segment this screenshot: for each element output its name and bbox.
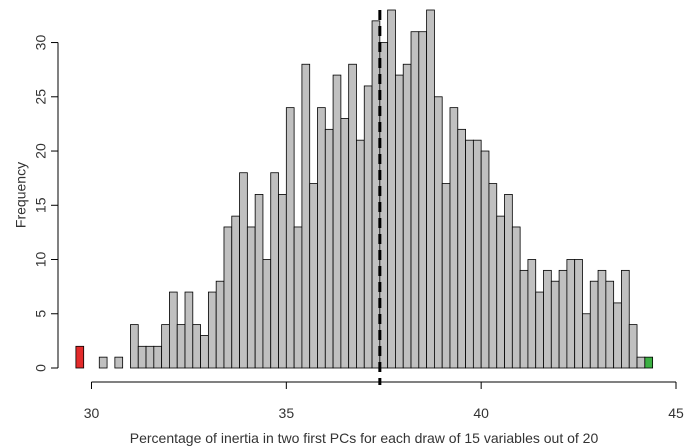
histogram-bar <box>402 63 412 369</box>
histogram-bar <box>465 139 474 369</box>
y-tick-label: 10 <box>33 252 49 268</box>
histogram-bar <box>511 226 521 369</box>
histogram-bar <box>153 345 163 369</box>
histogram-bar <box>628 324 638 369</box>
histogram-bar <box>426 9 435 369</box>
histogram-bar <box>527 259 537 369</box>
histogram-bar <box>145 345 155 369</box>
x-axis-title: Percentage of inertia in two first PCs f… <box>130 430 599 446</box>
histogram-bar <box>215 280 225 369</box>
histogram-bar <box>605 280 615 369</box>
x-tick-label: 35 <box>279 405 295 421</box>
histogram-bar <box>621 269 630 369</box>
histogram-bar <box>387 9 396 369</box>
y-tick-label: 20 <box>33 143 49 159</box>
histogram-bar <box>480 150 490 369</box>
histogram-bar <box>332 74 342 369</box>
histogram-bar <box>449 107 459 369</box>
histogram-bar <box>231 215 240 369</box>
histogram-bar <box>130 324 139 369</box>
y-tick-label: 25 <box>33 89 49 105</box>
histogram-bar <box>301 63 311 369</box>
histogram-bar <box>192 324 201 369</box>
histogram-bar <box>239 172 248 369</box>
histogram-bar <box>293 226 303 369</box>
histogram-bar <box>137 345 147 369</box>
histogram-bar <box>246 226 256 369</box>
histogram-bar <box>457 128 466 369</box>
histogram-bar <box>262 259 272 369</box>
y-axis-ticks: 0 5 10 15 20 25 30 <box>33 35 58 372</box>
histogram-bar <box>636 356 646 369</box>
histogram-bar <box>223 226 233 369</box>
histogram-bar <box>582 313 591 369</box>
x-tick-label: 40 <box>473 405 489 421</box>
histogram-bar <box>161 324 170 369</box>
histogram-bar <box>176 324 186 369</box>
histogram-bar <box>550 280 560 369</box>
histogram-bar <box>644 356 654 369</box>
histogram-bar <box>535 291 544 369</box>
histogram-bar <box>207 291 217 369</box>
histogram-bar <box>98 356 108 369</box>
histogram-bar <box>254 194 264 369</box>
histogram-bar <box>589 280 599 369</box>
y-axis-title: Frequency <box>13 162 29 228</box>
histogram-bar <box>488 183 498 369</box>
histogram-bar <box>519 269 529 369</box>
y-tick-label: 30 <box>33 35 49 51</box>
y-tick-label: 15 <box>33 197 49 213</box>
histogram-bar <box>395 74 404 369</box>
histogram-bar <box>496 215 505 369</box>
histogram-bar <box>114 356 124 369</box>
histogram-bars <box>75 9 654 369</box>
histogram-bar <box>356 139 365 369</box>
x-tick-label: 30 <box>84 405 100 421</box>
histogram-bar <box>75 345 85 369</box>
y-tick-label: 5 <box>33 310 49 318</box>
histogram-bar <box>317 107 326 369</box>
histogram-bar <box>613 302 622 369</box>
histogram-bar <box>169 291 178 369</box>
histogram-bar <box>270 172 279 369</box>
histogram-bar <box>597 269 607 369</box>
histogram-bar <box>574 259 583 369</box>
histogram-bar <box>441 183 451 369</box>
x-axis-ticks: 30 35 40 45 <box>84 382 684 421</box>
histogram-bar <box>348 63 357 369</box>
histogram-bar <box>309 183 318 369</box>
x-tick-label: 45 <box>668 405 684 421</box>
histogram-bar <box>558 269 568 369</box>
histogram-bar <box>472 139 482 369</box>
histogram-bar <box>340 118 350 369</box>
histogram-bar <box>566 259 576 369</box>
histogram-bar <box>200 335 209 369</box>
histogram-bar <box>543 269 552 369</box>
histogram-bar <box>285 107 295 369</box>
histogram-bar <box>324 128 334 369</box>
histogram-bar <box>504 194 513 369</box>
histogram-bar <box>433 96 443 369</box>
y-tick-label: 0 <box>33 364 49 372</box>
histogram-bar <box>278 194 287 369</box>
histogram-bar <box>410 31 420 369</box>
histogram-bar <box>418 31 428 369</box>
histogram-bar <box>363 85 373 369</box>
histogram-bar <box>184 291 194 369</box>
